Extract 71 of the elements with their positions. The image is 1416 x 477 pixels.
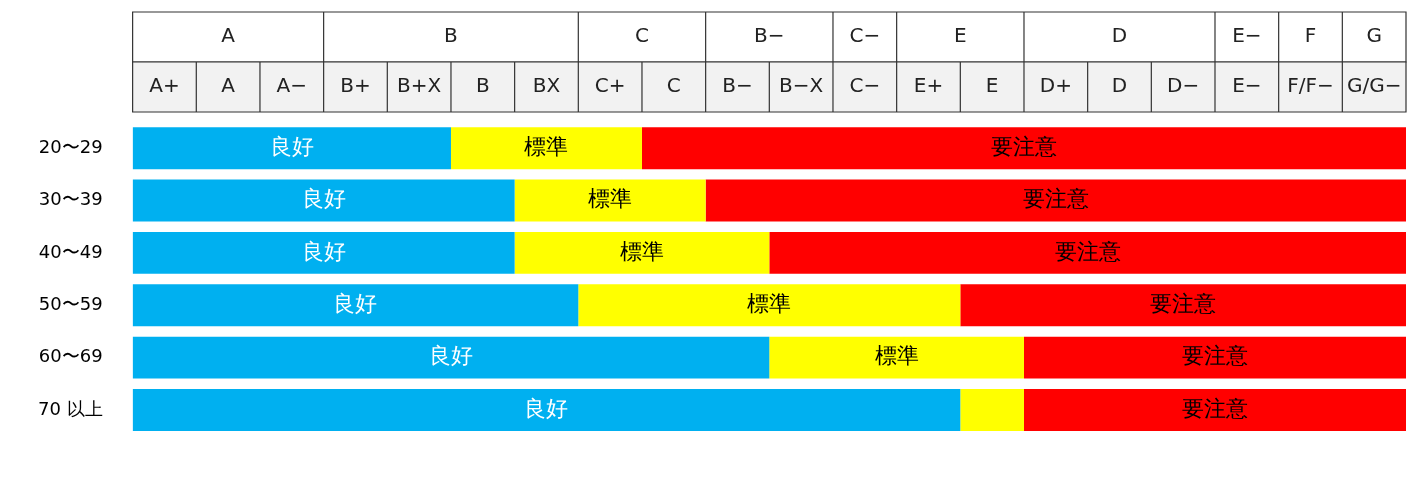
bar	[132, 231, 515, 274]
bar	[641, 127, 1406, 170]
bar	[132, 336, 770, 379]
text: 標準	[874, 343, 919, 369]
text: B+X	[397, 73, 442, 98]
text: 要注意	[1054, 238, 1121, 264]
text: B−X	[779, 73, 824, 98]
bar	[132, 179, 515, 222]
series-label: 要注意	[990, 133, 1057, 159]
text: 要注意	[1022, 186, 1089, 212]
text: C−	[849, 23, 881, 48]
y-tick-label: 40〜49	[38, 240, 103, 262]
y-tick-label: 20〜29	[38, 135, 103, 157]
text: A	[221, 23, 236, 48]
text: 標準	[619, 238, 664, 264]
bar	[1023, 336, 1406, 379]
text: F	[1304, 23, 1317, 48]
bar	[960, 389, 1024, 431]
y-tick-label: 50〜59	[38, 292, 103, 314]
text: 良好	[428, 343, 473, 369]
text: D+	[1039, 73, 1072, 98]
bar	[132, 284, 579, 327]
bar	[769, 336, 1024, 379]
text: D−	[1167, 73, 1200, 98]
text: BX	[532, 73, 561, 98]
text: A+	[149, 73, 180, 98]
text: 良好	[524, 395, 569, 421]
text: 要注意	[1181, 395, 1248, 421]
text: 要注意	[1150, 291, 1217, 316]
text: E−	[1232, 73, 1262, 98]
text: B	[444, 23, 458, 48]
text: F/F−	[1287, 73, 1334, 98]
text: B−	[754, 23, 785, 48]
text: 要注意	[1181, 343, 1248, 369]
text: C−	[849, 73, 881, 98]
text: D	[1111, 23, 1128, 48]
text: G	[1366, 23, 1382, 48]
bar	[769, 231, 1406, 274]
text: 良好	[301, 186, 346, 212]
text: E+	[913, 73, 944, 98]
text: A−	[276, 73, 308, 98]
y-tick-label: 70 以上	[37, 397, 103, 419]
text: 標準	[747, 291, 792, 316]
bar	[578, 284, 961, 327]
text: D	[1111, 73, 1128, 98]
text: A	[221, 73, 236, 98]
bar	[132, 389, 961, 431]
text: G/G−	[1346, 73, 1402, 98]
bar	[514, 231, 770, 274]
bar	[705, 179, 1406, 222]
text: E	[954, 23, 967, 48]
text: C	[634, 23, 649, 48]
text: B	[475, 73, 490, 98]
text: E−	[1232, 23, 1262, 48]
bar	[1023, 389, 1406, 431]
text: 良好	[333, 291, 378, 316]
text: 標準	[588, 186, 633, 212]
bar	[514, 179, 706, 222]
bar	[450, 127, 642, 170]
text: C+	[594, 73, 626, 98]
y-tick-label: 30〜39	[38, 188, 103, 210]
text: B+	[340, 73, 371, 98]
text: 良好	[301, 238, 346, 264]
text: C	[666, 73, 681, 98]
text: E	[985, 73, 999, 98]
series-label: 良好	[269, 133, 314, 159]
bar	[132, 127, 451, 170]
y-tick-label: 60〜69	[38, 345, 103, 367]
series-label: 標準	[524, 133, 569, 159]
text: B−	[722, 73, 753, 98]
bar	[960, 284, 1406, 327]
